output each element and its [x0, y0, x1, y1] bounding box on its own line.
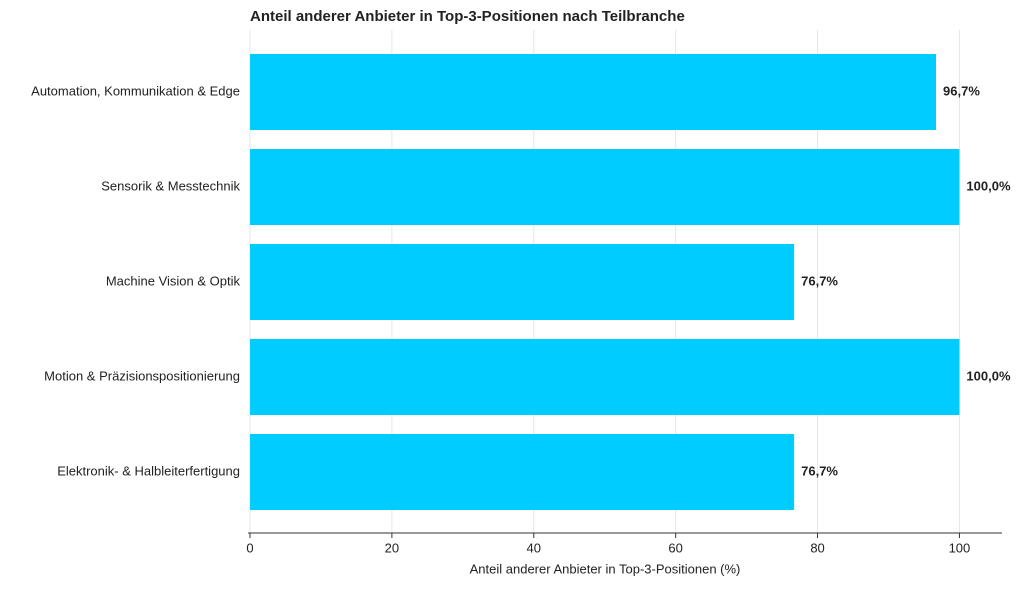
bar [250, 244, 795, 320]
bar [250, 54, 937, 130]
x-tick-label: 0 [246, 540, 253, 555]
value-label: 76,7% [801, 273, 838, 288]
y-tick-label: Automation, Kommunikation & Edge [31, 83, 240, 98]
x-tick-label: 60 [668, 540, 682, 555]
y-tick-label: Motion & Präzisionspositionierung [44, 368, 240, 383]
y-tick-label: Machine Vision & Optik [106, 273, 241, 288]
x-axis-label: Anteil anderer Anbieter in Top-3-Positio… [470, 561, 741, 576]
value-label: 76,7% [801, 463, 838, 478]
x-tick-label: 100 [949, 540, 971, 555]
value-label: 96,7% [943, 83, 980, 98]
x-tick-label: 20 [385, 540, 399, 555]
bar [250, 434, 795, 510]
x-tick-label: 40 [527, 540, 541, 555]
chart-title: Anteil anderer Anbieter in Top-3-Positio… [250, 8, 685, 25]
y-tick-label: Sensorik & Messtechnik [101, 178, 240, 193]
value-label: 100,0% [966, 178, 1011, 193]
bar [250, 149, 960, 225]
value-label: 100,0% [966, 368, 1011, 383]
x-tick-label: 80 [810, 540, 824, 555]
y-tick-label: Elektronik- & Halbleiterfertigung [57, 463, 240, 478]
bar [250, 339, 960, 415]
